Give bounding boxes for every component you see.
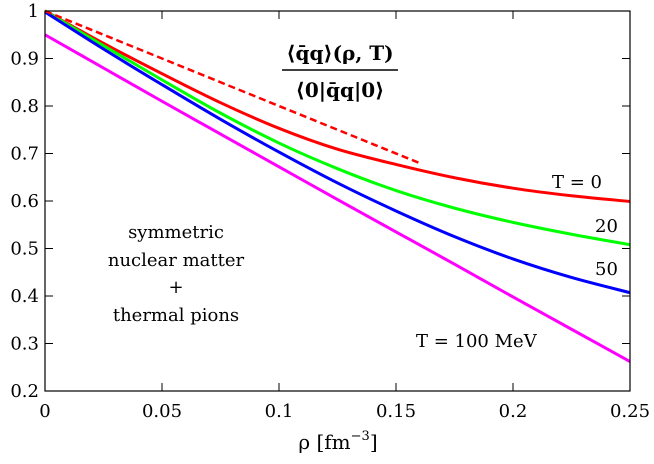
x-axis-label-main: ρ [fm: [298, 430, 350, 454]
label-t20: 20: [595, 216, 618, 237]
matter-plus: +: [168, 277, 183, 298]
label-t100: T = 100 MeV: [416, 331, 538, 352]
x-tick-label: 0.1: [265, 401, 294, 422]
x-tick-label: 0.15: [376, 401, 416, 422]
ratio-numerator: ⟨q̄q⟩(ρ, T): [286, 41, 393, 65]
x-tick-label: 0: [39, 401, 50, 422]
matter-line3: thermal pions: [113, 305, 239, 326]
x-axis-label-close: ]: [370, 430, 378, 454]
y-tick-label: 0.5: [10, 239, 39, 260]
x-tick-label: 0.25: [610, 401, 650, 422]
y-tick-label: 1: [28, 1, 39, 22]
x-tick-label: 0.05: [142, 401, 182, 422]
series-line-4: [44, 9, 420, 165]
y-tick-label: 0.3: [10, 334, 39, 355]
series-curves: [44, 9, 631, 363]
matter-line2: nuclear matter: [108, 250, 245, 271]
y-tick-label: 0.6: [10, 191, 39, 212]
label-t50: 50: [595, 259, 618, 280]
x-tick-labels: 0 0.05 0.1 0.15 0.2 0.25: [39, 401, 650, 422]
y-tick-label: 0.2: [10, 381, 39, 402]
series-line-3: [44, 33, 631, 363]
x-tick-label: 0.2: [499, 401, 528, 422]
y-tick-labels: 0.2 0.3 0.4 0.5 0.6 0.7 0.8 0.9 1: [10, 1, 39, 402]
x-axis-label: ρ [fm−3]: [298, 429, 377, 454]
x-axis-label-exponent: −3: [351, 429, 370, 444]
matter-line1: symmetric: [128, 222, 224, 243]
series-line-0: [44, 9, 631, 203]
label-t0: T = 0: [552, 172, 602, 193]
y-tick-label: 0.8: [10, 96, 39, 117]
plot-frame: [44, 10, 631, 392]
series-line-1: [44, 9, 631, 247]
series-line-2: [44, 10, 631, 295]
ratio-denominator: ⟨0|q̄q|0⟩: [296, 78, 385, 102]
y-tick-label: 0.4: [10, 286, 39, 307]
y-tick-label: 0.7: [10, 144, 39, 165]
y-tick-label: 0.9: [10, 49, 39, 70]
